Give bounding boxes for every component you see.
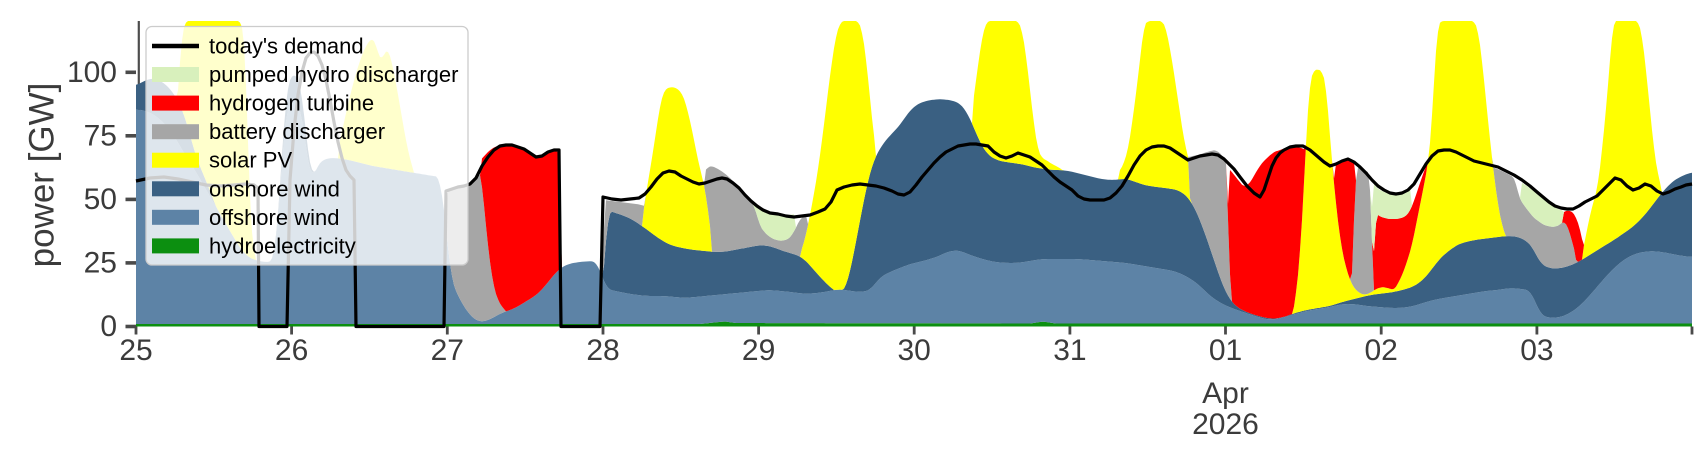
svg-text:01: 01: [1209, 334, 1242, 367]
svg-text:25: 25: [119, 334, 152, 367]
svg-text:power [GW]: power [GW]: [23, 83, 62, 268]
svg-text:75: 75: [84, 119, 117, 152]
svg-text:hydrogen turbine: hydrogen turbine: [209, 91, 374, 116]
svg-text:29: 29: [742, 334, 775, 367]
svg-text:50: 50: [84, 183, 117, 216]
svg-text:100: 100: [67, 56, 117, 89]
svg-text:03: 03: [1520, 334, 1553, 367]
svg-text:battery discharger: battery discharger: [209, 119, 385, 144]
svg-text:26: 26: [275, 334, 308, 367]
svg-text:31: 31: [1053, 334, 1086, 367]
svg-text:Apr: Apr: [1202, 377, 1249, 410]
svg-text:pumped hydro discharger: pumped hydro discharger: [209, 62, 458, 87]
svg-text:28: 28: [586, 334, 619, 367]
svg-text:hydroelectricity: hydroelectricity: [209, 233, 356, 258]
svg-text:25: 25: [84, 246, 117, 279]
svg-text:02: 02: [1365, 334, 1398, 367]
svg-text:solar PV: solar PV: [209, 148, 292, 173]
svg-text:offshore wind: offshore wind: [209, 205, 339, 230]
svg-text:onshore wind: onshore wind: [209, 176, 340, 201]
svg-text:2026: 2026: [1192, 408, 1259, 441]
svg-text:today's demand: today's demand: [209, 34, 364, 59]
svg-text:0: 0: [100, 310, 117, 343]
svg-text:30: 30: [898, 334, 931, 367]
svg-text:27: 27: [431, 334, 464, 367]
